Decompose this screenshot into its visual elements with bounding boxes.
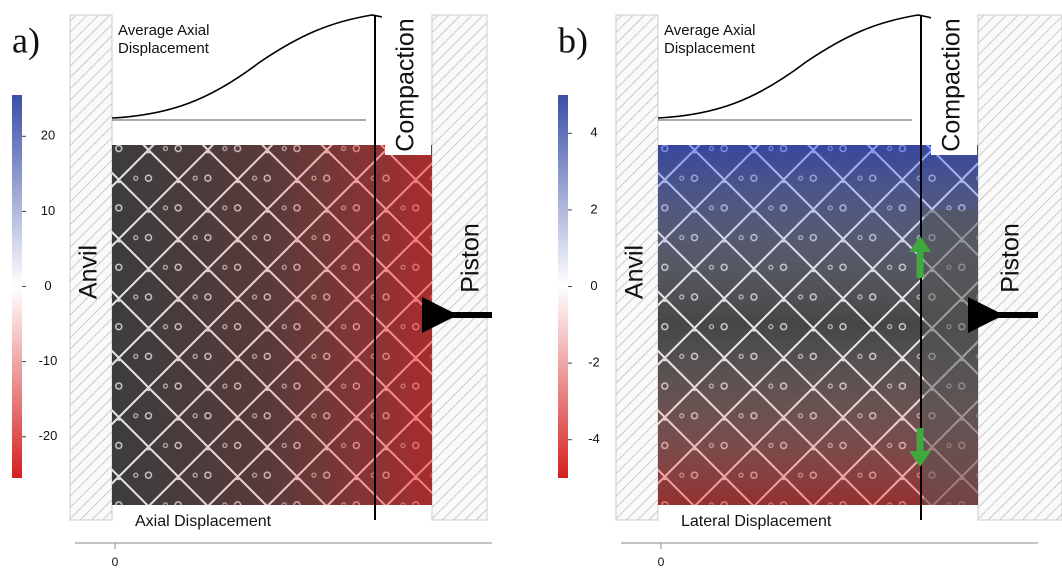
colorbar-tick-label: -4 [588, 431, 600, 446]
colorbar-tick-label: 4 [590, 125, 597, 140]
colorbar-tick-label: -10 [39, 353, 58, 368]
colorbar-tick-label: -20 [39, 428, 58, 443]
uncompacted-region [924, 210, 978, 505]
piston-block [977, 14, 1062, 521]
colorbar-tick-label: 20 [41, 128, 55, 143]
compaction-label: Compaction [938, 18, 966, 151]
compaction-label: Compaction [392, 18, 420, 151]
anvil-label: Anvil [621, 245, 649, 299]
colorbar-tick-label: 0 [44, 278, 51, 293]
image-label: Lateral Displacement [681, 513, 832, 530]
anvil-block [69, 14, 113, 521]
piston-block [431, 14, 488, 521]
x-tick-label: 0 [112, 555, 119, 569]
colorbar-tick-label: 2 [590, 201, 597, 216]
colorbar-tick-label: -2 [588, 355, 600, 370]
panel-label: b) [558, 20, 588, 60]
green-arrow-head [909, 451, 931, 467]
compaction-box [385, 15, 431, 155]
x-tick-label: 0 [658, 555, 665, 569]
displacement-overlay [112, 145, 432, 505]
average-axial-curve [111, 14, 383, 119]
curve-title: Average Axial [118, 22, 209, 39]
green-arrow-head [909, 236, 931, 252]
compaction-box [931, 15, 977, 155]
average-axial-curve [657, 14, 977, 119]
curve-title: Displacement [118, 40, 210, 57]
curve-title: Average Axial [664, 22, 755, 39]
colorbar [12, 95, 22, 478]
colorbar-tick-label: 0 [590, 278, 597, 293]
anvil-label: Anvil [75, 245, 103, 299]
anvil-block [615, 14, 659, 521]
image-label: Axial Displacement [135, 513, 272, 530]
colorbar [558, 95, 568, 478]
panel-label: a) [12, 20, 40, 60]
piston-label: Piston [997, 223, 1025, 292]
colorbar-tick-label: 10 [41, 203, 55, 218]
piston-label: Piston [457, 223, 485, 292]
curve-title: Displacement [664, 40, 756, 57]
image-label-box [661, 508, 866, 538]
image-label-box [115, 508, 320, 538]
